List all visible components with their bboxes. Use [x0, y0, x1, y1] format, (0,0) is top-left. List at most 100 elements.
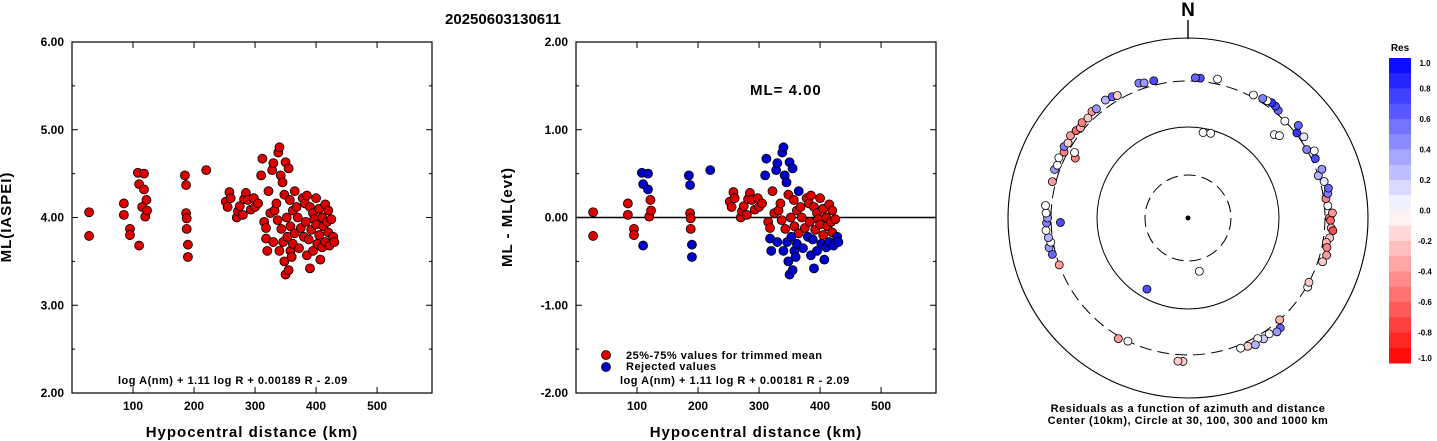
data-point	[766, 245, 777, 256]
colorbar-cell	[1389, 302, 1411, 318]
data-point	[815, 193, 825, 204]
y-tick-label: 0.00	[545, 211, 569, 225]
data-point	[588, 231, 598, 241]
colorbar-tick-labels: 1.0 0.8 0.6 0.4 0.2 0.0 -0.2 -0.4 -0.6 -0.8 -1.0	[1418, 59, 1432, 363]
ring-100km	[1096, 126, 1280, 310]
colorbar-tick-label: -0.4	[1418, 268, 1432, 277]
data-point	[588, 207, 598, 218]
data-point	[181, 213, 192, 224]
data-point	[683, 170, 694, 181]
data-point	[294, 243, 304, 254]
residual-tick-labels: 100 200 300 400 500 -2.00 -1.00 0.00 1.00 2.00	[541, 35, 892, 413]
colorbar-cell	[1389, 134, 1411, 150]
station-point	[1044, 233, 1053, 243]
data-point	[234, 201, 245, 211]
station-point	[1083, 113, 1093, 123]
y-tick-label: 5.00	[41, 123, 65, 137]
data-point	[303, 234, 314, 245]
colorbar-tick-label: -0.8	[1418, 329, 1432, 338]
x-tick-label: 400	[810, 399, 830, 413]
station-point	[1319, 177, 1329, 186]
data-point	[274, 142, 285, 153]
data-point	[315, 254, 326, 265]
data-point	[812, 245, 822, 256]
station-point	[1041, 208, 1051, 218]
station-point	[1070, 148, 1079, 157]
colorbar-cell	[1389, 164, 1411, 181]
residual-colorbar: Res 1.0 0.8 0.6 0.4 0.2 0.0 -0.2 -0.4 -0.6 -0.8 -1…	[1389, 43, 1432, 364]
colorbar-tick-label: 0.8	[1419, 85, 1431, 94]
data-point	[222, 202, 233, 212]
ml-data-points	[84, 142, 340, 280]
event-title: 20250603130611	[445, 11, 561, 28]
colorbar-cell	[1389, 103, 1411, 120]
y-tick-label: 2.00	[545, 35, 569, 49]
station-point	[1198, 128, 1208, 137]
station-point	[1056, 218, 1065, 227]
station-point	[1292, 128, 1302, 138]
data-point	[629, 230, 639, 240]
station-point	[1328, 226, 1338, 236]
station-point	[1123, 336, 1133, 346]
data-point	[757, 198, 768, 209]
data-point	[268, 237, 279, 247]
data-point	[118, 198, 129, 209]
station-point	[1190, 73, 1200, 83]
data-point	[284, 195, 295, 205]
x-tick-label: 500	[367, 399, 387, 413]
y-tick-label: 4.00	[41, 211, 65, 225]
data-point	[622, 209, 633, 220]
ml-tick-labels: 100 200 300 400 500 2.00 3.00 4.00 5.00 6.00	[41, 35, 388, 413]
ml-vs-distance-panel: 100 200 300 400 500 2.00 3.00 4.00 5.00 6.00 log …	[0, 35, 433, 441]
station-point	[1213, 74, 1222, 84]
data-point	[263, 186, 274, 197]
data-point	[272, 215, 283, 226]
data-point	[772, 237, 783, 247]
legend-marker-trimmed	[601, 350, 611, 360]
data-point	[329, 237, 340, 247]
station-point	[1041, 226, 1051, 235]
station-point	[1047, 177, 1057, 187]
station-point	[1142, 284, 1152, 294]
data-point	[84, 231, 94, 241]
data-point	[685, 180, 696, 190]
colorbar-cell	[1389, 73, 1411, 89]
station-point	[1280, 116, 1290, 126]
colorbar-cell	[1389, 210, 1411, 227]
data-point	[685, 213, 696, 224]
station-point	[1302, 145, 1312, 154]
data-point	[281, 212, 292, 223]
colorbar-tick-label: 0.4	[1419, 146, 1431, 155]
legend-marker-rejected	[601, 362, 611, 372]
station-point	[1243, 341, 1253, 351]
residual-vs-distance-panel: 100 200 300 400 500 -2.00 -1.00 0.00 1.00 2.00 ML…	[499, 35, 937, 441]
data-point	[761, 153, 772, 164]
data-point	[726, 202, 737, 212]
data-point	[729, 193, 740, 204]
data-point	[767, 186, 778, 197]
data-point	[262, 245, 273, 256]
colorbar-cell	[1389, 256, 1411, 272]
colorbar-cell	[1389, 286, 1411, 303]
station-point	[1063, 138, 1073, 148]
data-point	[300, 216, 311, 227]
data-point	[279, 256, 290, 267]
ml-value-annotation: ML= 4.00	[750, 82, 822, 99]
data-point	[786, 231, 797, 242]
station-point	[1194, 266, 1204, 276]
station-point	[1275, 315, 1285, 325]
data-point	[765, 223, 775, 233]
data-point	[819, 254, 830, 265]
station-point	[1322, 250, 1332, 260]
data-point	[830, 214, 841, 225]
colorbar-tick-label: 1.0	[1419, 59, 1431, 68]
y-tick-label: -2.00	[541, 386, 569, 400]
data-point	[292, 212, 303, 223]
colorbar-cell	[1389, 241, 1411, 257]
station-point	[1310, 154, 1320, 164]
data-point	[804, 216, 815, 227]
colorbar-cell	[1389, 58, 1411, 74]
x-tick-label: 300	[749, 399, 769, 413]
station-point	[1250, 340, 1260, 350]
data-point	[139, 184, 149, 195]
